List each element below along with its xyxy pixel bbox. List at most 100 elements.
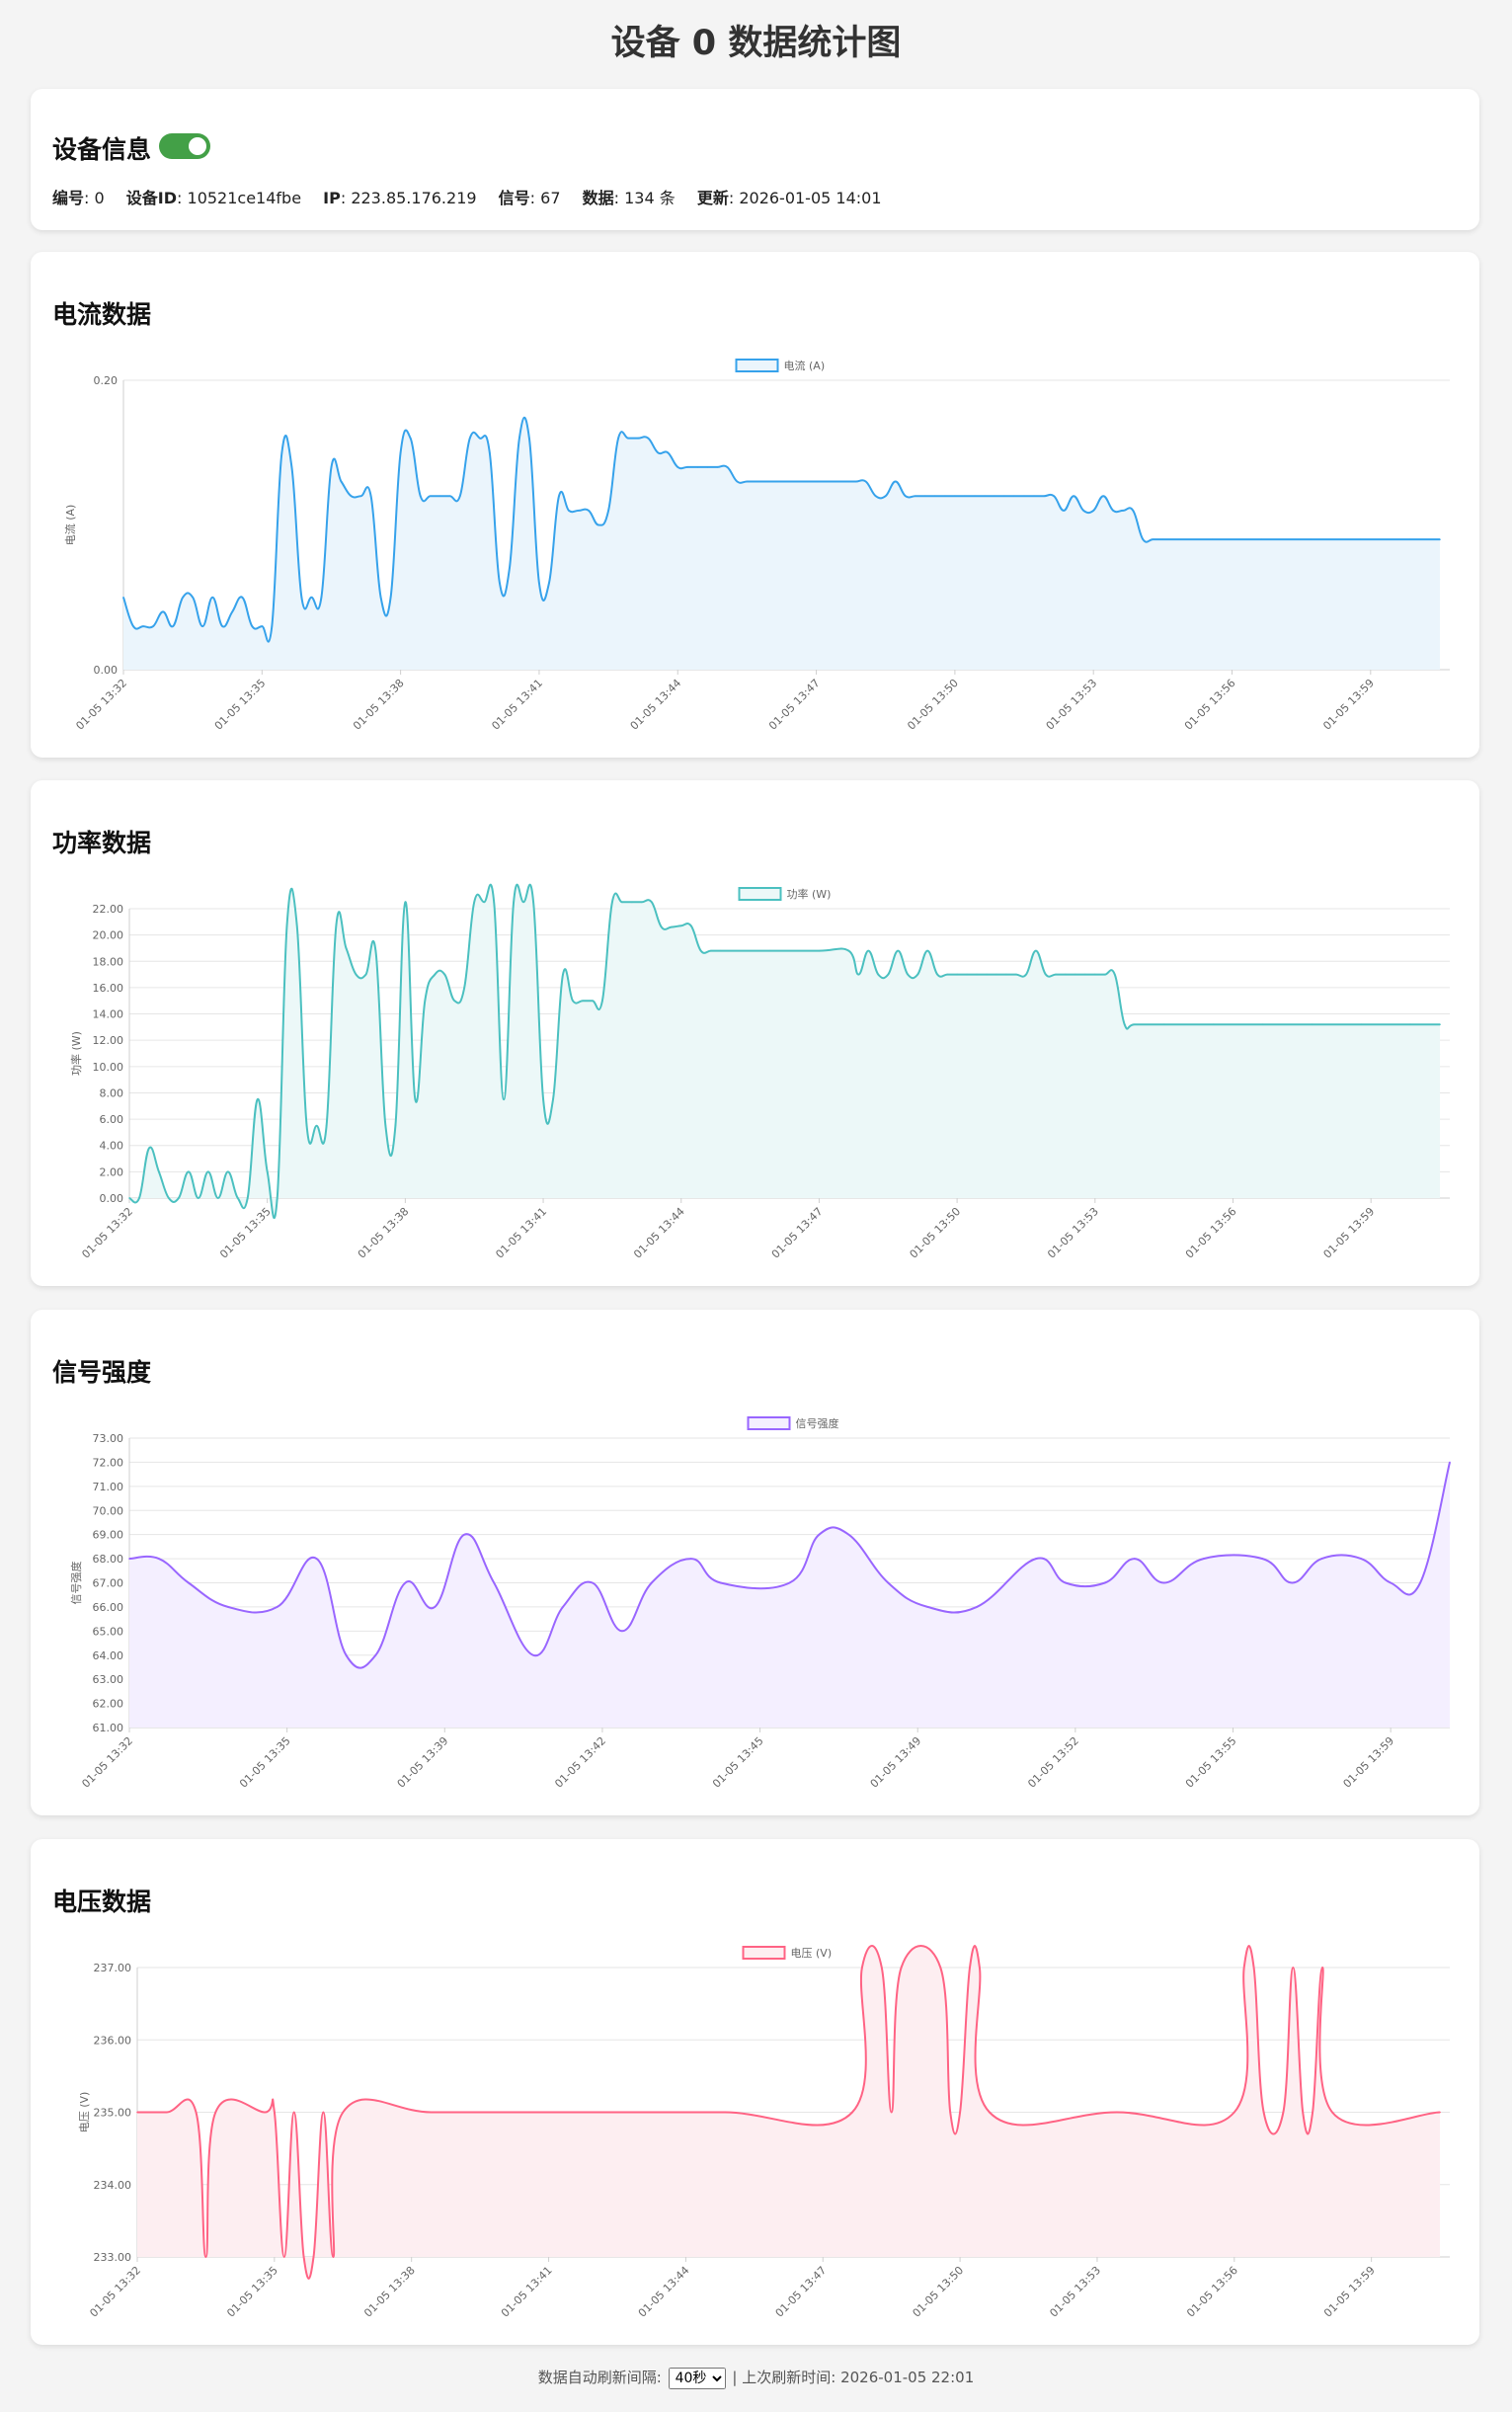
power-ytick-label: 2.00 [100,1166,124,1178]
current-data-point [736,480,739,483]
signal-y-axis-label: 信号强度 [69,1562,83,1605]
signal-data-point [315,1558,318,1560]
power-xtick-label: 01-05 13:32 [79,1205,135,1261]
current-data-point [330,466,333,468]
signal-xtick-label: 01-05 13:52 [1025,1734,1081,1791]
footer-separator: | [732,2369,738,2386]
current-xtick-label: 01-05 13:59 [1320,677,1377,733]
current-xtick-label: 01-05 13:44 [628,677,684,733]
power-data-point [493,901,495,904]
current-xtick-label: 01-05 13:35 [212,677,269,733]
signal-data-point [1291,1581,1294,1584]
voltage-ytick-label: 235.00 [94,2107,132,2120]
current-data-point [192,596,194,599]
power-data-point [325,1124,328,1127]
current-data-point [627,437,629,440]
voltage-xtick-label: 01-05 13:50 [911,2264,967,2320]
signal-data-point [621,1630,623,1633]
current-data-point [1142,538,1145,540]
refresh-interval-select[interactable]: 40秒 [668,2368,726,2389]
power-data-point [986,973,988,976]
current-data-point [815,480,818,483]
signal-ytick-label: 64.00 [93,1649,124,1662]
voltage-data-point [959,2111,961,2114]
voltage-data-point [1302,2111,1305,2114]
voltage-chart: 233.00 234.00 235.00 236.00 237.00 电压 (V) 01-0… [78,1945,1450,2320]
voltage-data-point [204,2256,207,2258]
power-data-point [641,901,643,904]
current-data-point [617,437,619,440]
power-ytick-label: 18.00 [93,955,124,968]
current-data-point [726,466,729,468]
power-data-point [473,901,476,904]
power-data-point [768,949,771,952]
signal-ytick-label: 62.00 [93,1698,124,1711]
current-data-point [667,451,670,454]
power-data-point [995,973,997,976]
current-data-point [944,495,946,497]
signal-ytick-label: 68.00 [93,1553,124,1566]
current-data-point [320,596,323,599]
signal-data-point [374,1653,377,1656]
power-data-point [592,1000,594,1003]
current-data-point [409,437,412,440]
power-data-point [1162,1023,1165,1025]
last-refresh-label: 上次刷新时间: [742,2369,836,2386]
power-data-point [198,1197,199,1199]
voltage-data-point [1312,2111,1313,2114]
voltage-xtick-label: 01-05 13:32 [87,2264,143,2320]
signal-data-point [1261,1558,1264,1560]
current-data-point [241,596,244,599]
power-data-point [1015,973,1017,976]
power-data-point [679,925,682,927]
power-data-point [226,1170,229,1173]
current-data-point [122,596,124,599]
current-data-point [904,495,907,497]
signal-data-point [463,1533,466,1536]
current-data-point [499,582,501,584]
voltage-data-point [1331,2111,1333,2114]
power-data-point [857,973,860,976]
power-data-point [1133,1023,1136,1025]
current-ytick-label: 0.00 [94,664,119,677]
power-legend-swatch [738,887,782,901]
current-data-point [300,596,303,599]
current-data-point [854,480,857,483]
power-data-point [699,949,702,952]
toggle-knob [189,137,206,155]
signal-data-point [651,1581,653,1584]
voltage-data-point [890,2111,893,2114]
voltage-chart-card: 电压数据 233.00 234.00 235.00 236.00 237.00 电压 (V… [31,1839,1479,2345]
signal-data-point [276,1606,279,1608]
voltage-data-point [1262,2111,1265,2114]
current-xtick-label: 01-05 13:53 [1044,677,1100,733]
voltage-y-axis-label: 电压 (V) [78,2092,91,2133]
current-data-point [1023,495,1025,497]
current-xtick-label: 01-05 13:47 [766,677,823,733]
power-data-point [1055,973,1057,976]
page-title: 设备 0 数据统计图 [610,24,902,63]
current-data-point [1063,510,1065,512]
signal-data-point [1133,1558,1136,1560]
current-data-point [1152,538,1154,540]
power-data-point [434,973,437,976]
current-data-point [340,480,343,483]
voltage-xtick-label: 01-05 13:35 [224,2264,280,2320]
current-data-point [568,510,570,512]
power-data-point [345,947,348,949]
signal-data-point [532,1653,534,1656]
power-data-point [887,973,890,976]
current-data-point [132,625,134,627]
current-data-point [1033,495,1035,497]
signal-data-point [1449,1461,1451,1464]
current-data-point [765,480,768,483]
device-toggle-switch[interactable] [159,133,210,159]
current-data-point [1092,510,1094,512]
power-ytick-label: 10.00 [93,1061,124,1074]
current-data-point [419,495,422,497]
voltage-data-point [1282,2111,1285,2114]
current-data-point [221,625,224,627]
power-y-axis-label: 功率 (W) [69,1031,83,1076]
power-series-area [129,884,1440,1219]
current-data-point [914,495,916,497]
